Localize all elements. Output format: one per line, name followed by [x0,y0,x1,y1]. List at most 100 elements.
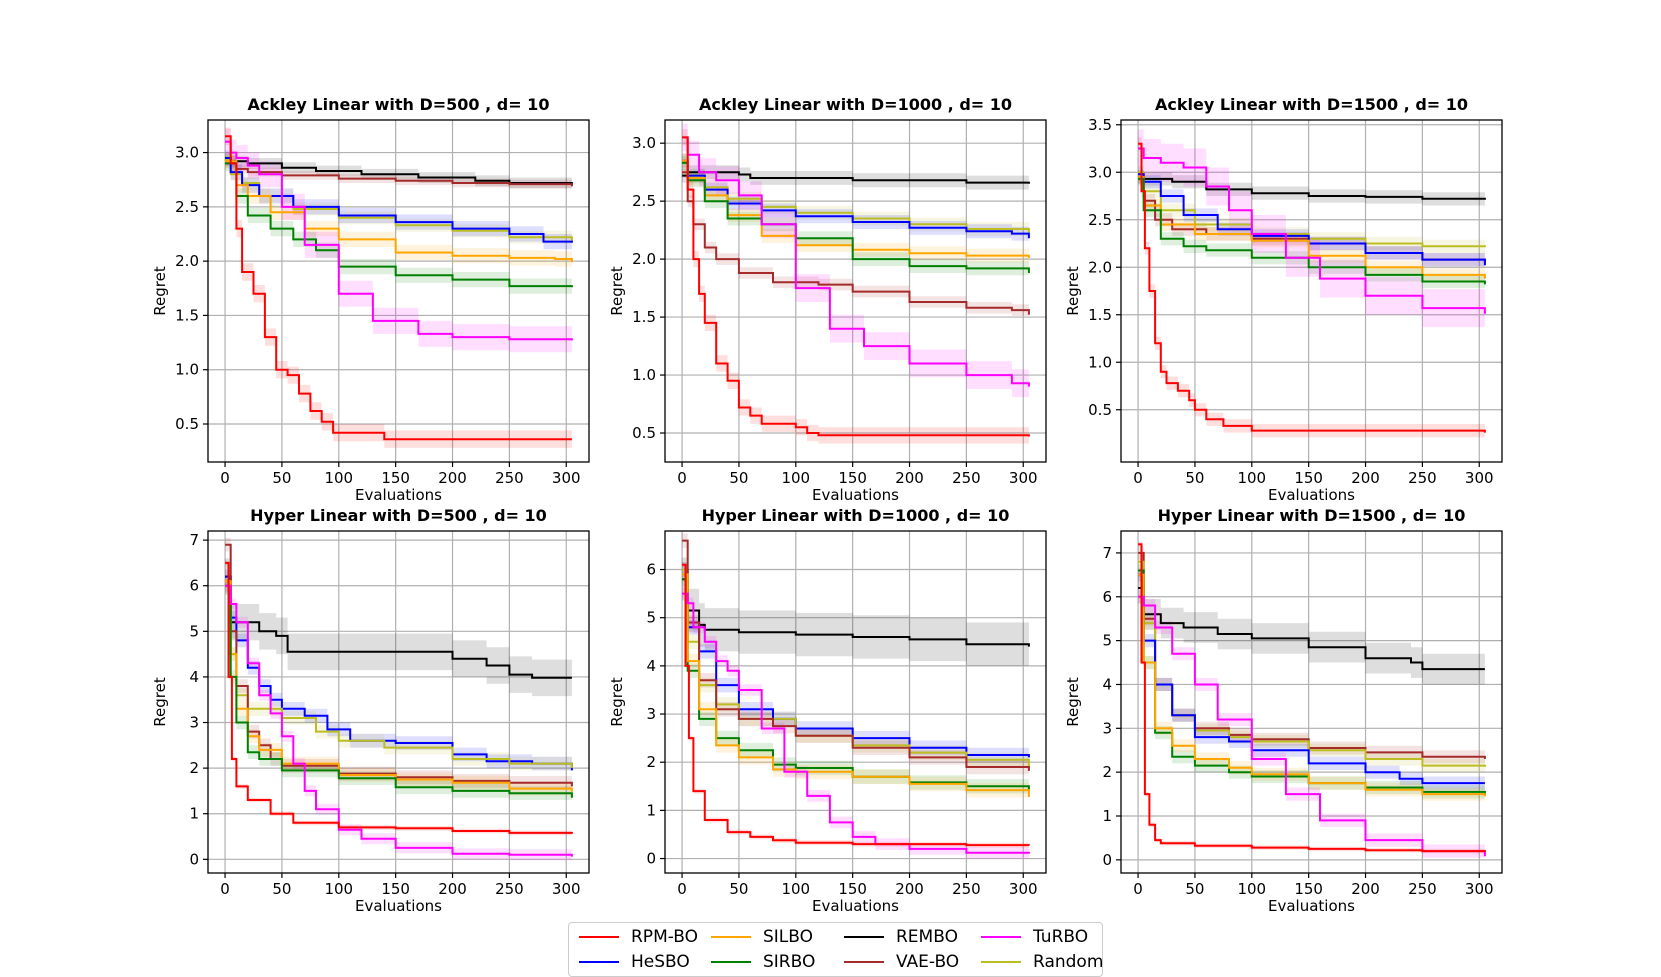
legend-swatch-silbo [711,936,751,938]
series-line-rpm-bo [225,135,572,441]
series-line-vae-bo [225,162,573,187]
band-hesbo [682,562,1029,765]
legend-swatch-sirbo [711,961,751,963]
y-tick-label: 4 [189,668,199,686]
y-tick-label: 3.0 [632,134,656,152]
band-random [682,153,1029,240]
x-tick-label: 300 [1009,469,1038,487]
series-line-rpm-bo [1138,543,1486,853]
plot-frame [664,119,1047,463]
y-tick-label: 0.5 [632,424,656,442]
series-line-rembo [1138,176,1486,200]
y-tick-label: 1 [646,801,656,819]
y-tick-label: 2.5 [1088,211,1112,229]
y-tick-label: 2.0 [1088,258,1112,276]
y-tick-label: 3 [646,705,656,723]
x-tick-label: 50 [1185,469,1204,487]
legend-swatch-vae-bo [844,961,884,963]
y-axis-label: Regret [608,266,626,316]
x-tick-label: 0 [220,469,230,487]
y-axis-label: Regret [151,266,169,316]
x-tick-label: 100 [324,469,353,487]
legend: RPM-BO HeSBO SILBO SIRBO REMBO VAE-BO Tu… [568,922,1103,977]
y-tick-label: 3.5 [1088,116,1112,134]
series-line-turbo [225,140,573,341]
series-line-rembo [1138,587,1485,671]
legend-item-vae-bo: VAE-BO [844,950,959,974]
y-axis-label: Regret [151,677,169,727]
x-tick-label: 250 [1408,469,1437,487]
legend-label-silbo: SILBO [763,927,814,947]
legend-item-rpm-bo: RPM-BO [579,925,698,949]
x-tick-label: 100 [1237,880,1266,898]
band-rembo [1138,572,1485,685]
y-tick-label: 0 [646,850,656,868]
y-tick-label: 3.0 [1088,163,1112,181]
band-turbo [225,128,572,354]
x-tick-label: 250 [495,880,524,898]
band-hesbo [1138,167,1485,272]
chart-2: 0 50 100 150 200 250 300 0.5 1.0 1.5 2.0 2.5 3.0 Ackl… [608,95,1047,504]
y-tick-label: 1 [1102,807,1112,825]
x-tick-label: 100 [324,880,353,898]
x-tick-label: 250 [495,469,524,487]
y-tick-label: 3 [1102,719,1112,737]
x-axis-label: Evaluations [812,897,899,915]
band-rembo [682,165,1029,191]
legend-swatch-rembo [844,936,884,938]
series-line-rembo [225,575,572,679]
x-tick-label: 0 [1133,469,1143,487]
y-tick-label: 7 [189,531,199,549]
x-tick-label: 150 [838,880,867,898]
band-rembo [225,558,572,697]
plot-frame [207,119,590,463]
x-tick-label: 150 [1294,469,1323,487]
band-turbo [682,123,1029,401]
legend-label-hesbo: HeSBO [631,952,690,972]
y-tick-label: 2 [1102,763,1112,781]
x-tick-label: 200 [438,880,467,898]
x-tick-label: 50 [1185,880,1204,898]
x-axis-label: Evaluations [812,486,899,504]
x-tick-label: 250 [952,880,981,898]
y-tick-label: 7 [1102,544,1112,562]
x-tick-label: 300 [1465,469,1494,487]
legend-label-vae-bo: VAE-BO [896,952,960,972]
plot-frame [207,530,590,874]
y-tick-label: 5 [646,609,656,627]
chart-6: 0 50 100 150 200 250 300 0 1 2 3 4 5 6 7 Hyper Linear w… [1064,506,1503,915]
series-line-hesbo [225,575,573,771]
legend-swatch-random [981,961,1021,963]
y-tick-label: 2 [189,759,199,777]
y-tick-label: 2.0 [632,250,656,268]
band-silbo [682,153,1029,265]
x-axis-label: Evaluations [1268,897,1355,915]
band-rembo [682,557,1029,669]
y-tick-label: 1 [189,805,199,823]
series-line-vae-bo [682,539,1030,771]
legend-label-sirbo: SIRBO [763,952,816,972]
legend-label-random: Random [1033,952,1104,972]
y-tick-label: 1.5 [175,306,199,324]
legend-item-random: Random [981,950,1103,974]
x-tick-label: 50 [729,880,748,898]
x-tick-label: 300 [1009,880,1038,898]
x-tick-label: 100 [781,880,810,898]
band-sirbo [225,155,572,295]
x-axis-label: Evaluations [355,897,442,915]
x-tick-label: 150 [838,469,867,487]
series-line-silbo [1138,573,1486,797]
x-tick-label: 0 [220,880,230,898]
legend-swatch-hesbo [579,961,619,963]
y-tick-label: 1.0 [1088,353,1112,371]
series-line-turbo [1138,595,1486,857]
x-tick-label: 200 [1351,469,1380,487]
plot-frame [1120,530,1503,874]
legend-label-rembo: REMBO [896,927,958,947]
plot-frame [1120,119,1503,463]
legend-label-rpm-bo: RPM-BO [631,927,699,947]
x-tick-label: 250 [952,469,981,487]
band-hesbo [225,150,572,251]
y-tick-label: 2 [646,753,656,771]
series-line-silbo [682,573,1030,797]
